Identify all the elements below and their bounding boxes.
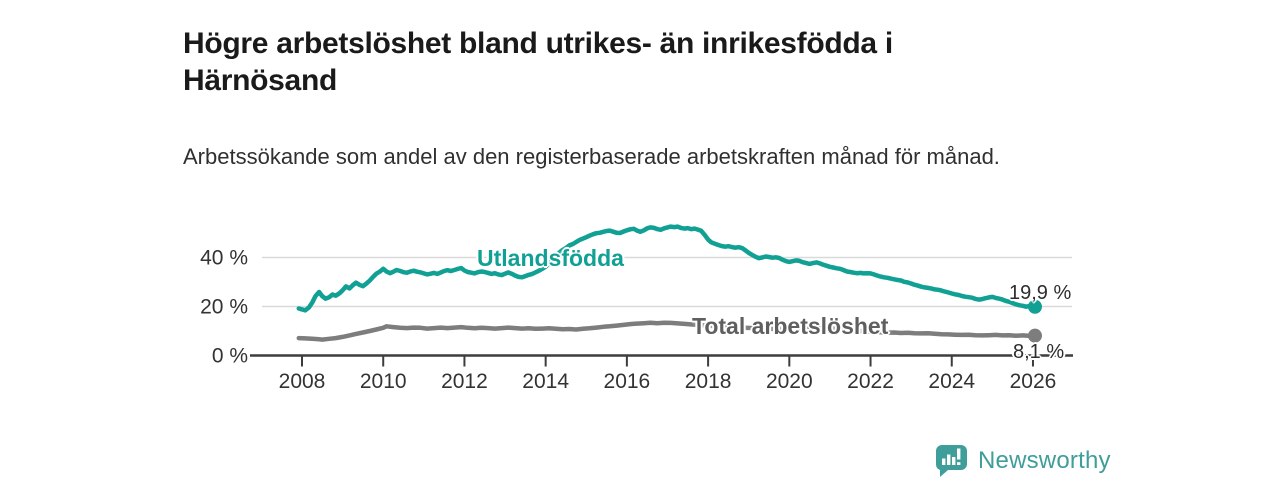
series-label-utlandsfodda: Utlandsfödda bbox=[477, 245, 624, 271]
end-dot-total bbox=[1027, 328, 1042, 343]
page-title: Högre arbetslöshet bland utrikes- än inr… bbox=[183, 27, 893, 98]
branding-footer: Newsworthy bbox=[934, 444, 1111, 478]
x-tick-label-2020: 2020 bbox=[766, 370, 813, 393]
x-tick-label-2010: 2010 bbox=[360, 370, 407, 393]
x-tick-label-2022: 2022 bbox=[847, 370, 894, 393]
chart-subtitle: Arbetssökande som andel av den registerb… bbox=[183, 144, 1000, 169]
x-tick-label-2018: 2018 bbox=[685, 370, 732, 393]
x-tick-label-2026: 2026 bbox=[1010, 370, 1057, 393]
newsworthy-logo-icon bbox=[936, 445, 967, 477]
series-label-total-arbetsloshet: Total arbetslöshet bbox=[692, 313, 889, 339]
end-dot-utlandsfodda bbox=[1027, 299, 1042, 314]
line-series-total bbox=[296, 320, 1036, 342]
end-value-label-utlandsfodda: 19,9 % bbox=[1009, 282, 1072, 304]
x-tick-label-2016: 2016 bbox=[604, 370, 651, 393]
line-series-utlandsfodda bbox=[296, 224, 1036, 313]
y-tick-label-0: 0 % bbox=[212, 345, 248, 368]
x-tick-label-2024: 2024 bbox=[928, 370, 975, 393]
x-tick-label-2012: 2012 bbox=[441, 370, 488, 393]
end-value-label-total: 8,1 % bbox=[1013, 341, 1065, 363]
y-tick-label-40: 40 % bbox=[200, 247, 248, 270]
y-tick-label-20: 20 % bbox=[200, 296, 248, 319]
x-tick-label-2008: 2008 bbox=[279, 370, 326, 393]
x-tick-label-2014: 2014 bbox=[522, 370, 569, 393]
brand-name: Newsworthy bbox=[978, 447, 1111, 474]
